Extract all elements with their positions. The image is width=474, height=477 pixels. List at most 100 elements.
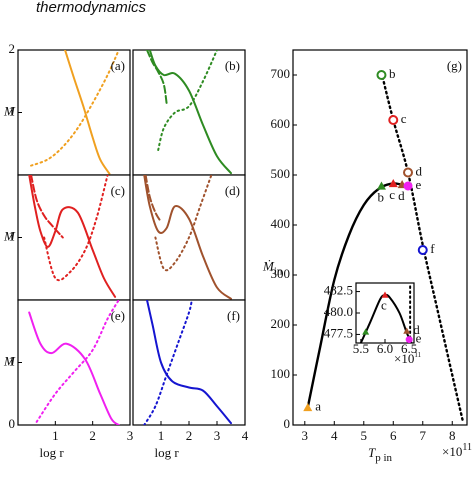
y-axis-label: M xyxy=(3,228,16,243)
y-axis-label-sub: in xyxy=(274,265,283,277)
curve xyxy=(30,175,64,239)
x-tick-label: 6 xyxy=(390,428,397,443)
x-axis-label-main: log r xyxy=(39,445,64,460)
x-tick-label: 4 xyxy=(242,428,249,443)
curve xyxy=(43,175,109,282)
x-axis-label: Tp in xyxy=(368,445,393,464)
x-axis-label-main: T xyxy=(368,445,376,460)
y-tick-label: 0 xyxy=(9,416,16,431)
curve xyxy=(154,175,213,272)
y-tick-label: 2 xyxy=(9,41,16,56)
x-tick-label: 1 xyxy=(52,428,59,443)
x-tick-label: 1 xyxy=(158,428,165,443)
x-axis-label-main: log r xyxy=(154,445,179,460)
point-label: c xyxy=(401,111,407,126)
curve xyxy=(64,50,111,175)
panel-label: (e) xyxy=(111,308,125,323)
x-tick-label: 3 xyxy=(214,428,221,443)
y-axis-label: M xyxy=(3,103,16,118)
panel-label: (d) xyxy=(225,183,240,198)
triangle-marker xyxy=(303,403,313,412)
y-axis-label: Ṁin xyxy=(262,258,283,277)
curve xyxy=(143,300,193,425)
triangle-marker xyxy=(362,328,370,335)
y-tick-label: 200 xyxy=(271,316,291,331)
x-axis-label: log r xyxy=(39,445,64,460)
filled-circle-marker xyxy=(403,181,413,191)
curve xyxy=(148,50,232,175)
x-tick-label: 3 xyxy=(302,428,309,443)
point-label: a xyxy=(315,398,321,413)
open-circle-marker xyxy=(388,115,399,125)
plot-frame xyxy=(17,174,131,301)
point-label: b xyxy=(377,189,384,204)
x-tick-label: 6.0 xyxy=(377,341,393,356)
x-tick-label: 4 xyxy=(331,428,338,443)
y-tick-label: 482.5 xyxy=(324,283,353,298)
point-label: e xyxy=(416,331,422,346)
point-label: d xyxy=(416,163,423,178)
x-axis-label-sub: p in xyxy=(375,452,392,464)
axis-multiplier: ×1011 xyxy=(394,351,422,366)
panel-label: (g) xyxy=(447,58,462,73)
x-tick-label: 2 xyxy=(186,428,193,443)
curve xyxy=(157,50,218,151)
curve xyxy=(28,175,117,298)
y-tick-label: 1 xyxy=(9,353,16,368)
point-label: b xyxy=(389,66,396,81)
y-tick-label: 1 xyxy=(9,103,16,118)
plot-frame xyxy=(292,49,468,426)
x-tick-label: 2 xyxy=(89,428,96,443)
curve xyxy=(146,300,232,425)
x-tick-label: 5.5 xyxy=(353,341,369,356)
triangle-marker xyxy=(381,291,389,298)
y-axis-label-main: M xyxy=(3,103,16,118)
axis-multiplier: ×1011 xyxy=(442,442,472,459)
x-tick-label: 5 xyxy=(361,428,368,443)
y-axis-label-main: Ṁ xyxy=(262,258,275,273)
x-tick-label: 8 xyxy=(449,428,456,443)
point-label: d xyxy=(413,322,420,337)
plot-frame xyxy=(17,299,131,426)
triangle-marker xyxy=(376,181,386,190)
point-label: d xyxy=(398,188,405,203)
x-tick-label: 3 xyxy=(127,428,134,443)
y-tick-label: 480.0 xyxy=(324,304,353,319)
curve xyxy=(35,300,120,423)
point-label: c xyxy=(381,297,387,312)
curve xyxy=(143,175,232,300)
y-tick-label: 0 xyxy=(284,416,291,431)
axis-multiplier-exp: 11 xyxy=(462,442,472,453)
y-axis-label: M xyxy=(3,353,16,368)
y-tick-label: 700 xyxy=(271,66,291,81)
axis-multiplier-exp: 11 xyxy=(414,351,421,359)
point-label: f xyxy=(430,241,435,256)
triangle-marker xyxy=(388,179,398,188)
y-axis-label-main: M xyxy=(3,228,16,243)
y-tick-label: 100 xyxy=(271,366,291,381)
axis-multiplier-base: ×10 xyxy=(394,351,414,366)
panel-label: (f) xyxy=(227,308,240,323)
y-tick-label: 400 xyxy=(271,216,291,231)
axis-multiplier-base: ×10 xyxy=(442,444,462,459)
curve xyxy=(30,50,120,167)
point-label: c xyxy=(389,187,395,202)
x-axis-label: log r xyxy=(154,445,179,460)
filled-circle-marker xyxy=(405,336,413,344)
x-tick-label: 6.5 xyxy=(401,341,417,356)
y-tick-label: 300 xyxy=(271,266,291,281)
point-label: e xyxy=(416,177,422,192)
x-tick-label: 7 xyxy=(420,428,427,443)
curve xyxy=(144,175,162,223)
curve xyxy=(146,50,168,105)
open-circle-marker xyxy=(376,70,387,80)
y-axis-label-main: M xyxy=(3,353,16,368)
caption: thermodynamics xyxy=(36,0,147,16)
panel-label: (b) xyxy=(225,58,240,73)
y-tick-label: 477.5 xyxy=(324,325,353,340)
panel-label: (c) xyxy=(111,183,125,198)
triangle-marker xyxy=(403,327,411,334)
panel-label: (a) xyxy=(111,58,125,73)
y-tick-label: 500 xyxy=(271,166,291,181)
